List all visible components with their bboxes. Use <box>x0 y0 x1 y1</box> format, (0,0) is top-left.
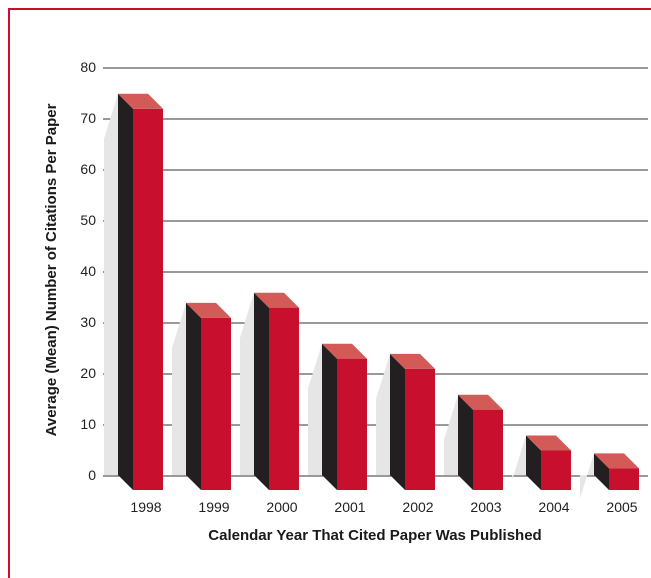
bar-shadow <box>444 394 458 475</box>
x-tick-label: 2002 <box>402 499 433 515</box>
bar-side <box>458 394 473 490</box>
y-tick-label: 60 <box>80 161 96 177</box>
bar-front <box>133 108 163 491</box>
bar-shadow <box>580 453 594 499</box>
y-tick-label: 40 <box>80 263 96 279</box>
bar-shadow <box>240 292 254 475</box>
x-tick-label: 2001 <box>334 499 365 515</box>
bar-front <box>337 358 367 490</box>
y-axis-ticks: 0 10 20 30 40 50 60 70 80 <box>80 59 96 483</box>
bar-top <box>254 292 299 308</box>
bar-shadow <box>376 353 390 475</box>
bar-2003 <box>444 394 503 490</box>
bar-shadow <box>104 93 118 476</box>
x-tick-label: 2004 <box>538 499 569 515</box>
bar-top <box>526 435 571 451</box>
bar-front <box>609 468 639 490</box>
y-tick-label: 20 <box>80 365 96 381</box>
bar-2001 <box>308 343 367 490</box>
bar-top <box>118 93 163 109</box>
bar-side <box>594 453 609 490</box>
bar-side <box>322 343 337 490</box>
grid-lines <box>103 67 648 477</box>
x-tick-label: 1998 <box>130 499 161 515</box>
bar-side <box>254 292 269 490</box>
x-axis-ticks: 1998 1999 2000 2001 2002 2003 2004 2005 <box>130 499 637 515</box>
bars <box>104 93 639 499</box>
y-tick-label: 50 <box>80 212 96 228</box>
bar-front <box>201 317 231 490</box>
x-axis-label: Calendar Year That Cited Paper Was Publi… <box>208 527 541 544</box>
bar-front <box>405 368 435 490</box>
bar-side <box>526 435 541 490</box>
bar-1998 <box>104 93 163 491</box>
bar-shadow <box>172 302 186 475</box>
bar-front <box>269 307 299 490</box>
y-axis-label: Average (Mean) Number of Citations Per P… <box>43 103 60 436</box>
bar-side <box>118 93 133 491</box>
bar-front <box>541 450 571 490</box>
bar-top <box>390 353 435 369</box>
bar-2005 <box>580 453 639 499</box>
bar-shadow <box>512 435 526 481</box>
bar-top <box>594 453 639 469</box>
bar-side <box>186 302 201 490</box>
bar-top <box>458 394 503 410</box>
bar-2000 <box>240 292 299 490</box>
bar-side <box>390 353 405 490</box>
x-tick-label: 2005 <box>606 499 637 515</box>
y-tick-label: 80 <box>80 59 96 75</box>
bar-shadow <box>308 343 322 475</box>
x-tick-label: 2000 <box>266 499 297 515</box>
y-tick-label: 10 <box>80 416 96 432</box>
bar-1999 <box>172 302 231 490</box>
chart-border <box>8 8 651 578</box>
y-tick-label: 70 <box>80 110 96 126</box>
x-tick-label: 1999 <box>198 499 229 515</box>
y-tick-label: 30 <box>80 314 96 330</box>
x-tick-label: 2003 <box>470 499 501 515</box>
y-tick-label: 0 <box>88 467 96 483</box>
bar-top <box>186 302 231 318</box>
bar-2004 <box>512 435 571 490</box>
bar-2002 <box>376 353 435 490</box>
bar-front <box>473 409 503 490</box>
bar-chart: 0 10 20 30 40 50 60 70 80 1998 1999 2000 2001 2002 20… <box>43 59 648 544</box>
bar-top <box>322 343 367 359</box>
